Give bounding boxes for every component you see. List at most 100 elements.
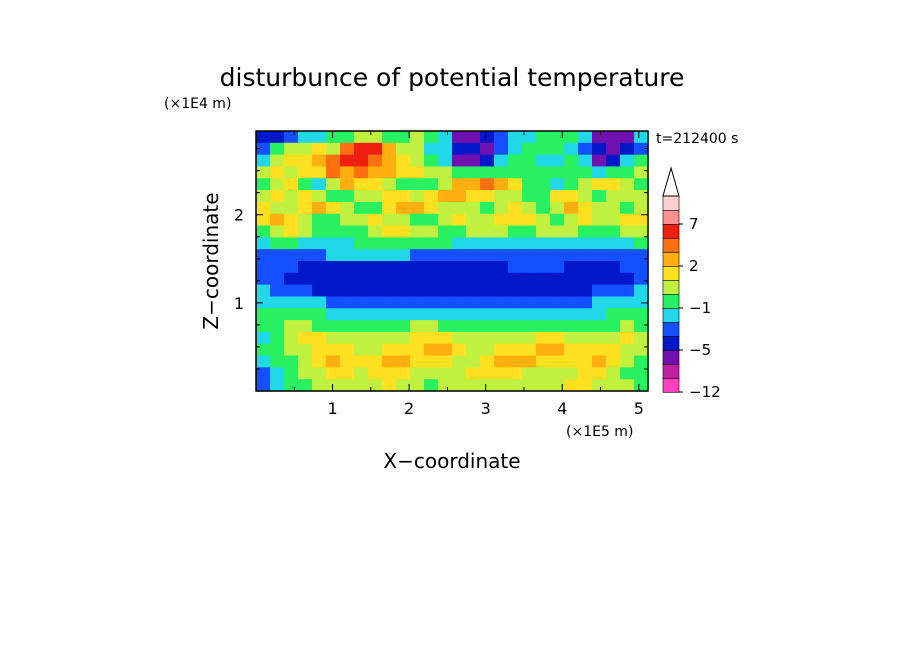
heatmap-cell <box>620 154 635 168</box>
heatmap-cell <box>592 379 607 392</box>
heatmap-cell <box>424 225 439 238</box>
heatmap-cell <box>606 296 621 309</box>
heatmap-cell <box>606 190 621 203</box>
heatmap-cell <box>382 308 397 321</box>
heatmap-cell <box>452 225 467 238</box>
heatmap-cell <box>270 249 285 262</box>
heatmap-cell <box>298 154 313 168</box>
heatmap-cell <box>578 131 593 144</box>
heatmap-cell <box>592 343 607 357</box>
heatmap-cell <box>494 166 509 179</box>
colorbar-swatch <box>662 293 680 309</box>
heatmap-cell <box>564 166 579 179</box>
heatmap-cell <box>550 225 565 238</box>
heatmap-cell <box>326 261 341 274</box>
heatmap-cell <box>494 272 509 286</box>
heatmap-cell <box>508 131 523 144</box>
heatmap-cell <box>620 331 635 345</box>
heatmap-cell <box>522 154 537 168</box>
heatmap-cell <box>298 178 313 191</box>
heatmap-cell <box>354 166 369 179</box>
heatmap-cell <box>312 166 327 179</box>
heatmap-cell <box>536 284 551 298</box>
heatmap-cell <box>298 379 313 392</box>
heatmap-cell <box>452 284 467 298</box>
heatmap-cell <box>382 343 397 357</box>
heatmap-cell <box>368 379 383 392</box>
heatmap-cell <box>508 261 523 274</box>
heatmap-cell <box>256 190 271 203</box>
heatmap-cell <box>536 190 551 203</box>
heatmap-cell <box>564 213 579 227</box>
heatmap-cell <box>312 190 327 203</box>
heatmap-cell <box>550 308 565 321</box>
heatmap-cell <box>270 154 285 168</box>
heatmap-cell <box>536 308 551 321</box>
heatmap-cell <box>340 379 355 392</box>
heatmap-cell <box>536 142 551 156</box>
heatmap-cell <box>550 190 565 203</box>
heatmap-cell <box>410 272 425 286</box>
heatmap-cell <box>284 272 299 286</box>
heatmap-cell <box>578 178 593 191</box>
heatmap-cell <box>438 308 453 321</box>
heatmap-cell <box>536 355 551 368</box>
heatmap-cell <box>368 142 383 156</box>
heatmap-cell <box>606 355 621 368</box>
heatmap-cell <box>326 131 341 144</box>
heatmap-cell <box>340 131 355 144</box>
heatmap-cell <box>270 201 285 215</box>
heatmap-cell <box>368 355 383 368</box>
heatmap-cell <box>438 261 453 274</box>
heatmap-cell <box>592 225 607 238</box>
heatmap-cell <box>578 308 593 321</box>
heatmap-cell <box>466 190 481 203</box>
heatmap-cell <box>606 178 621 191</box>
heatmap-cell <box>578 154 593 168</box>
heatmap-cell <box>354 142 369 156</box>
heatmap-cell <box>438 225 453 238</box>
heatmap-cell <box>284 237 299 250</box>
heatmap-cell <box>396 131 411 144</box>
heatmap-cell <box>452 131 467 144</box>
colorbar-swatch <box>662 363 680 379</box>
heatmap-cell <box>452 190 467 203</box>
heatmap-cell <box>550 249 565 262</box>
heatmap-cell <box>522 272 537 286</box>
heatmap-cell <box>368 154 383 168</box>
heatmap-cell <box>326 331 341 345</box>
heatmap-cell <box>592 272 607 286</box>
heatmap-cell <box>578 249 593 262</box>
heatmap-cell <box>564 331 579 345</box>
heatmap-cell <box>354 249 369 262</box>
heatmap-cell <box>312 367 327 380</box>
heatmap-cell <box>256 154 271 168</box>
heatmap-cell <box>270 296 285 309</box>
heatmap-cell <box>438 237 453 250</box>
heatmap-cell <box>522 213 537 227</box>
heatmap-cell <box>466 367 481 380</box>
heatmap-cell <box>424 261 439 274</box>
plot-area <box>256 131 649 392</box>
heatmap-cell <box>382 178 397 191</box>
heatmap-cell <box>368 320 383 333</box>
heatmap-cell <box>452 249 467 262</box>
heatmap-cell <box>480 261 495 274</box>
heatmap-cell <box>312 355 327 368</box>
heatmap-cell <box>480 296 495 309</box>
heatmap-cell <box>564 320 579 333</box>
heatmap-cell <box>326 190 341 203</box>
heatmap-cell <box>578 331 593 345</box>
colorbar-label: 2 <box>689 257 699 275</box>
heatmap-cell <box>270 343 285 357</box>
heatmap-cell <box>578 237 593 250</box>
heatmap-cell <box>508 296 523 309</box>
heatmap-cell <box>592 131 607 144</box>
heatmap-cell <box>354 178 369 191</box>
heatmap-cell <box>298 343 313 357</box>
heatmap-cell <box>494 201 509 215</box>
heatmap-cell <box>466 166 481 179</box>
heatmap-cell <box>592 331 607 345</box>
heatmap-cell <box>312 213 327 227</box>
heatmap-cell <box>410 355 425 368</box>
